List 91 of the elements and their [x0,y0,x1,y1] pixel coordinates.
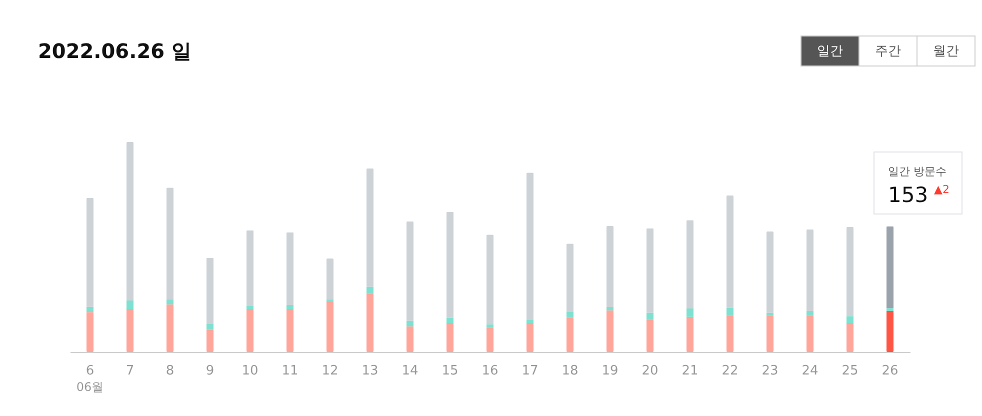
annotation: 일간 방문수 [888,165,946,178]
bar [606,226,614,308]
bar [646,312,654,320]
bar [766,312,774,316]
bar [566,318,574,352]
bar [206,324,214,330]
x-tick-label: 24 [802,364,818,378]
text: 일간 [817,44,843,59]
bar [646,228,654,313]
x-tick-label: 14 [402,364,418,378]
bar [286,308,294,352]
bar [806,316,814,352]
bar [846,323,854,352]
bar [206,330,214,352]
bar [766,316,774,352]
x-tick-label: 7 [126,364,134,378]
bar [726,195,734,308]
bar [526,172,534,320]
bar [86,198,94,307]
bar [326,299,334,302]
bar [166,304,174,352]
bar [246,230,254,306]
bar [246,306,254,309]
bar [806,311,814,316]
bar [86,312,94,352]
x-tick-label: 15 [442,364,458,378]
bar [606,310,614,352]
x-tick-label: 23 [762,364,778,378]
chart-title: 2022.06.26 일 [38,39,192,63]
text: 주간 [875,44,901,59]
bar [86,306,94,312]
bar [526,320,534,324]
bar [246,308,254,352]
bar [326,258,334,300]
annotation: 153 [888,183,928,207]
bar [206,258,214,324]
x-tick-label: 11 [282,364,298,378]
bar [726,316,734,352]
x-tick-label: 25 [842,364,858,378]
bar [566,244,574,312]
bar [366,286,374,294]
bar [406,221,414,321]
bar [486,234,494,324]
bar [366,168,374,287]
bar [406,320,414,326]
x-tick-label: 12 [322,364,338,378]
x-tick-label: 8 [166,364,174,378]
bar [326,302,334,352]
bar [126,142,134,301]
bar [286,304,294,309]
bar [126,300,134,309]
bar [446,323,454,352]
bar [686,316,694,352]
text: ▲2 [934,183,950,196]
bar [286,232,294,305]
bar [166,188,174,300]
x-tick-label: 13 [362,364,378,378]
bar [806,229,814,312]
bar [566,312,574,318]
bar [646,320,654,352]
bar [486,328,494,352]
bar [726,308,734,316]
text: 06월 [76,380,104,394]
x-tick-label: 20 [642,364,658,378]
bar [446,318,454,324]
x-tick-label: 9 [206,364,214,378]
x-tick-label: 16 [482,364,498,378]
x-tick-label: 18 [562,364,578,378]
bar [886,226,894,308]
bar [366,294,374,352]
x-tick-label: 6 [86,364,94,378]
bar [606,307,614,310]
bar [766,231,774,313]
bar [406,326,414,352]
text: 월간 [933,44,959,59]
x-tick-label: 19 [602,364,618,378]
x-tick-label: 17 [522,364,538,378]
bar [846,316,854,324]
bar [446,212,454,318]
bar [686,220,694,309]
x-tick-label: 22 [722,364,738,378]
bar [166,299,174,304]
x-tick-label: 10 [242,364,258,378]
x-tick-label: 21 [682,364,698,378]
bar [886,308,894,312]
bar [886,311,894,352]
bar [526,323,534,352]
bar [686,308,694,317]
x-tick-label: 26 [882,364,898,378]
bar [846,227,854,316]
bar [126,308,134,352]
